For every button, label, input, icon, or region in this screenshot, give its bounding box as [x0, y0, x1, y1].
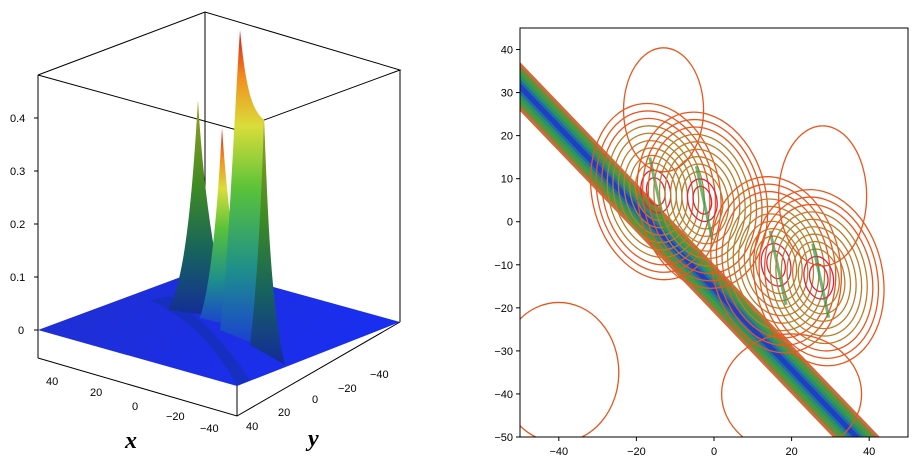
y-tick-label: 40: [246, 421, 258, 433]
x-tick-label: −40: [549, 446, 568, 458]
contour-outer-line: [520, 301, 620, 437]
surface-floor: [38, 268, 400, 386]
y-tick-label: 0: [507, 217, 513, 229]
y-axis-label: y: [305, 426, 319, 452]
contour-line: [769, 211, 868, 345]
y-tick-label: −40: [494, 389, 513, 401]
y-axis-ticks: 40 20 0 −20 −40: [246, 369, 389, 433]
contour-lines: [520, 47, 885, 437]
y-tick-label: −10: [494, 260, 513, 272]
z-tick-label: 0: [18, 325, 24, 337]
x-tick-label: −20: [166, 411, 185, 423]
y-tick-label: 10: [501, 174, 513, 186]
contour-line: [653, 133, 752, 267]
y-tick-label: −40: [370, 369, 389, 381]
surface-plot: 0.4 0.3 0.2 0.1 0 40 20 0 −20 −40 x 40 2…: [10, 11, 402, 454]
contour-line: [780, 226, 857, 330]
surface-peak-4: [250, 120, 285, 365]
contour-core: [768, 230, 788, 306]
x-axis-label: x: [124, 428, 137, 454]
contour-line: [775, 218, 863, 337]
x-tick-label: 20: [785, 446, 797, 458]
surface-peaks: [168, 30, 285, 365]
z-tick-label: 0.1: [10, 272, 25, 284]
x-axis-ticks: 40 20 0 −20 −40: [46, 376, 219, 435]
contour-ticks: −40 −20 0 20 40 40 30 20 10 0 −10 −20 −30 −40 −50: [494, 45, 875, 458]
contour-core: [694, 165, 714, 241]
z-tick-label: 0.3: [10, 166, 25, 178]
contour-line: [752, 188, 885, 367]
contour-line: [664, 148, 741, 252]
x-tick-label: −40: [200, 423, 219, 435]
x-tick-label: 0: [132, 401, 138, 413]
contour-line: [726, 198, 826, 332]
y-tick-label: −20: [494, 303, 513, 315]
contour-line: [786, 233, 852, 322]
y-tick-label: −30: [494, 346, 513, 358]
z-axis-ticks: 0.4 0.3 0.2 0.1 0: [10, 113, 38, 337]
surface-floor-ridge: [150, 296, 250, 386]
contour-line: [595, 110, 717, 273]
x-tick-label: 20: [90, 387, 102, 399]
contour-outer-line: [622, 47, 705, 173]
z-tick-label: 0.2: [10, 219, 25, 231]
x-tick-label: 40: [46, 376, 58, 388]
contour-line: [764, 203, 874, 352]
z-tick-label: 0.4: [10, 113, 25, 125]
y-tick-label: 40: [501, 45, 513, 57]
y-tick-label: −50: [494, 432, 513, 444]
contour-line: [606, 125, 705, 259]
y-tick-label: 30: [501, 88, 513, 100]
contour-outer-line: [777, 125, 868, 267]
contour-plot: −40 −20 0 20 40 40 30 20 10 0 −10 −20 −30 −40 −50: [494, 27, 909, 458]
contour-line: [710, 176, 843, 354]
y-tick-label: 20: [278, 407, 290, 419]
contour-core: [811, 243, 831, 319]
x-tick-label: −20: [627, 446, 646, 458]
y-tick-label: −20: [338, 383, 357, 395]
contour-line: [589, 102, 722, 281]
contour-outer-line: [720, 333, 863, 437]
contour-line: [758, 196, 880, 359]
y-tick-label: 0: [312, 394, 318, 406]
x-tick-label: 0: [711, 446, 717, 458]
y-tick-label: 20: [501, 131, 513, 143]
x-tick-label: 40: [863, 446, 875, 458]
contour-line: [601, 117, 711, 266]
